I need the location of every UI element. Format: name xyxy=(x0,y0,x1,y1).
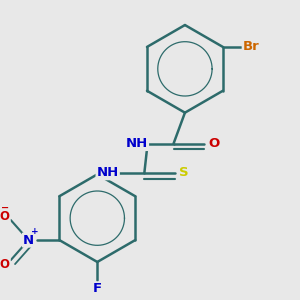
Text: O: O xyxy=(0,210,10,223)
Text: O: O xyxy=(208,137,219,150)
Text: S: S xyxy=(179,166,189,179)
Text: N: N xyxy=(23,234,34,247)
Text: +: + xyxy=(31,227,38,236)
Text: O: O xyxy=(0,258,10,271)
Text: Br: Br xyxy=(243,40,260,53)
Text: NH: NH xyxy=(126,137,148,150)
Text: NH: NH xyxy=(97,166,119,179)
Text: −: − xyxy=(1,202,9,213)
Text: F: F xyxy=(93,282,102,296)
